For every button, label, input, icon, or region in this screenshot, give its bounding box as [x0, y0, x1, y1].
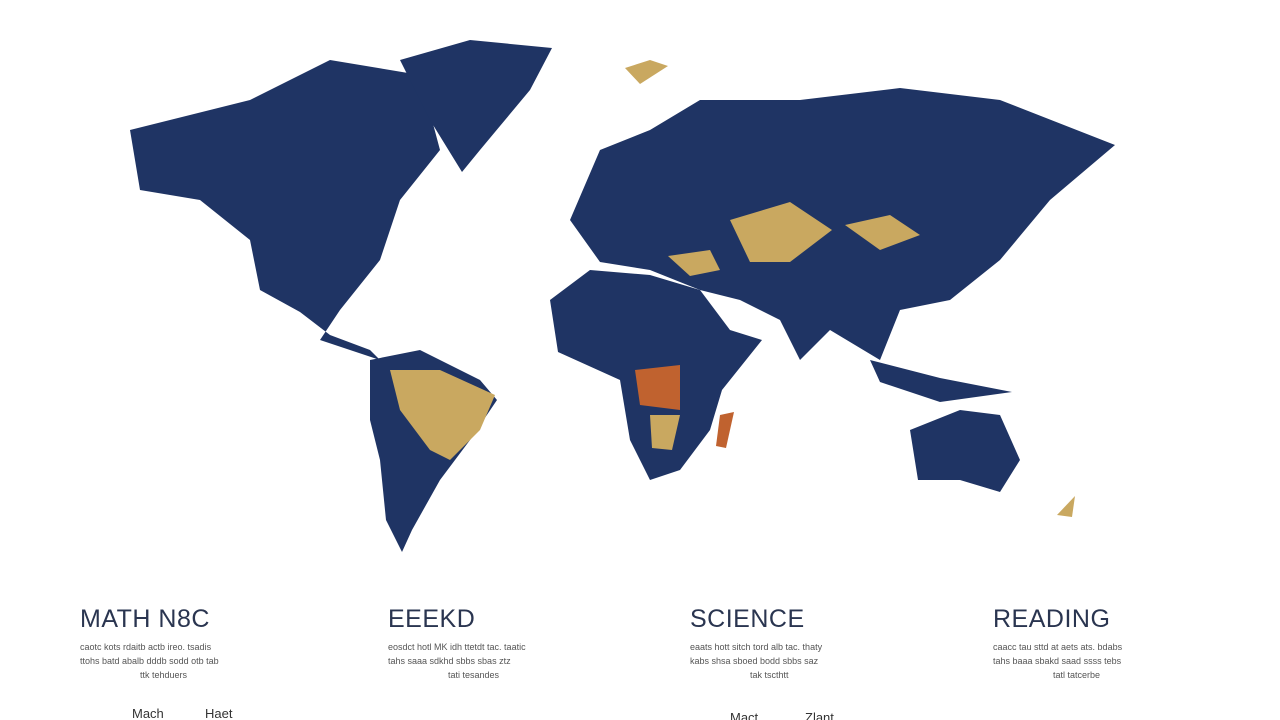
region [845, 215, 920, 250]
footer-label: Mach [132, 706, 164, 720]
region [625, 60, 668, 84]
region [1057, 496, 1075, 517]
section-line: caacc tau sttd at aets ats. bdabs [993, 642, 1123, 652]
region [635, 365, 680, 410]
section: EEEKD eosdct hotl MK idh ttetdt tac. taa… [388, 605, 628, 682]
highlight-gold [390, 60, 1075, 517]
section-line: ttohs batd abalb dddb sodd otb tab [80, 656, 219, 666]
section-line: tatl tatcerbe [1053, 670, 1101, 680]
greenland [400, 40, 552, 172]
section-title: EEEKD [388, 605, 476, 633]
region [716, 412, 734, 448]
section-line: caotc kots rdaitb actb ireo. tsadis [80, 642, 212, 652]
region [730, 202, 832, 262]
section-line: tahs baaa sbakd saad ssss tebs [993, 656, 1122, 666]
section-title: READING [993, 605, 1111, 633]
section-line: kabs shsa sboed bodd sbbs saz [690, 656, 819, 666]
section-line: eaats hott sitch tord alb tac. thaty [690, 642, 823, 652]
footer-label: Mact [730, 710, 759, 720]
section: MATH N8C caotc kots rdaitb actb ireo. ts… [80, 605, 320, 682]
north-america [130, 60, 440, 360]
australia [910, 410, 1020, 492]
footer-label: Haet [205, 706, 233, 720]
section: READING caacc tau sttd at aets ats. bdab… [993, 605, 1233, 682]
section-title: SCIENCE [690, 605, 805, 633]
section-line: tati tesandes [448, 670, 500, 680]
section-title: MATH N8C [80, 605, 210, 633]
highlight-orange [635, 365, 734, 448]
region [650, 415, 680, 450]
section-line: tahs saaa sdkhd sbbs sbas ztz [388, 656, 511, 666]
footer-label: Zlant [805, 710, 834, 720]
islands [870, 360, 1012, 402]
section-line: tak tscthtt [750, 670, 789, 680]
region [390, 370, 495, 460]
section-line: ttk tehduers [140, 670, 188, 680]
section: SCIENCE eaats hott sitch tord alb tac. t… [690, 605, 930, 682]
region [668, 250, 720, 276]
section-line: eosdct hotl MK idh ttetdt tac. taatic [388, 642, 526, 652]
eurasia [570, 88, 1115, 360]
land [130, 40, 1115, 552]
world-map [130, 40, 1115, 552]
